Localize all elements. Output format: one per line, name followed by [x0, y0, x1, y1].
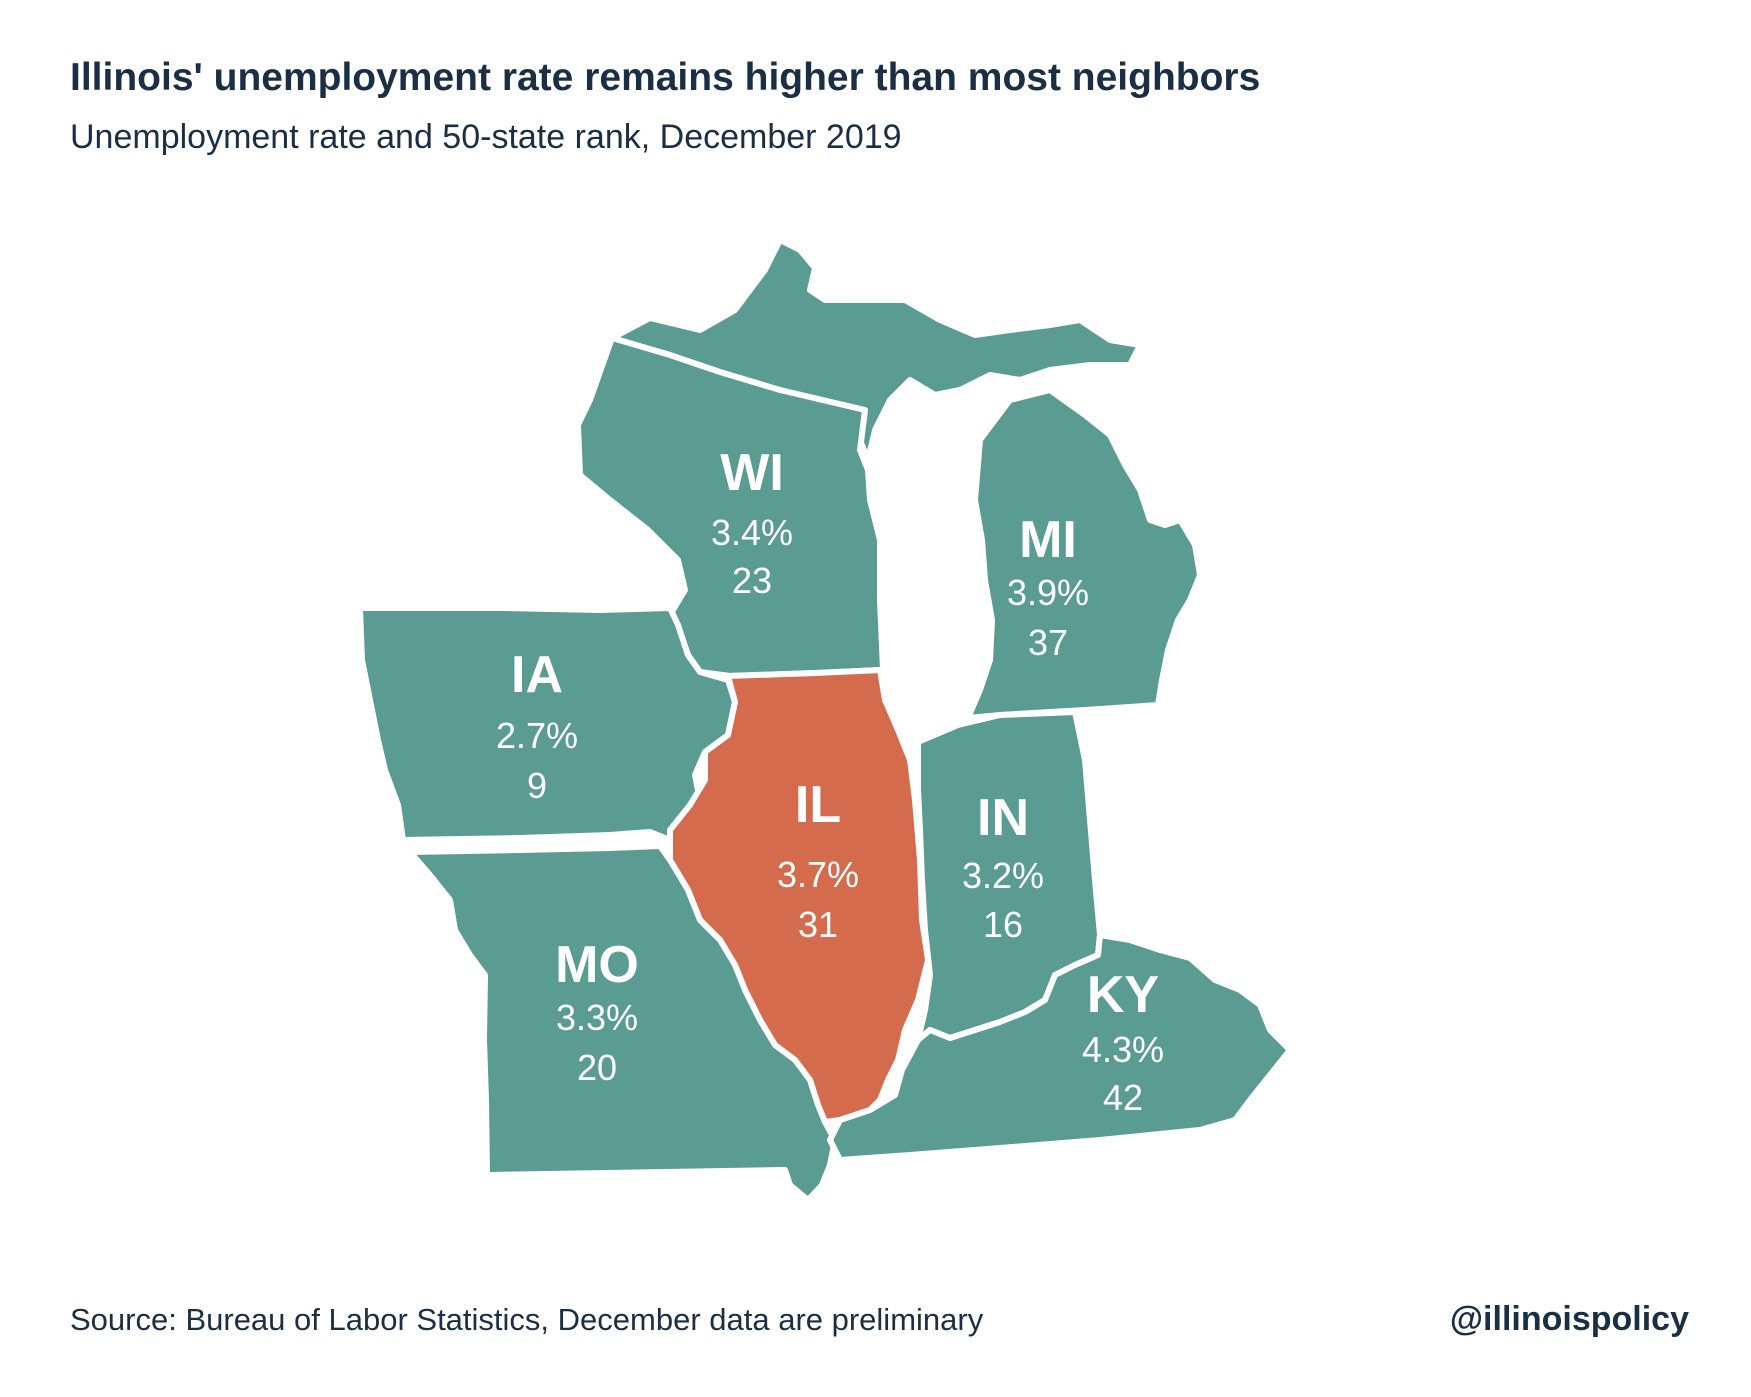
label-in: IN 3.2% 16: [962, 789, 1044, 945]
state-shape-mo: [407, 843, 838, 1203]
state-abbr: IL: [795, 776, 841, 834]
state-rate: 2.7%: [496, 715, 578, 756]
state-rank: 23: [732, 560, 772, 601]
label-ky: KY 4.3% 42: [1082, 966, 1164, 1118]
state-rate: 3.7%: [777, 854, 859, 895]
state-shape-ky: [827, 932, 1293, 1163]
state-abbr: IN: [977, 789, 1029, 847]
label-ia: IA 2.7% 9: [496, 646, 578, 806]
state-abbr: KY: [1087, 966, 1159, 1024]
chart-title: Illinois' unemployment rate remains high…: [70, 56, 1261, 99]
label-il: IL 3.7% 31: [777, 776, 859, 945]
state-shape-mi: [965, 387, 1203, 721]
state-rate: 3.9%: [1007, 572, 1089, 613]
state-rank: 37: [1028, 622, 1068, 663]
label-mi: MI 3.9% 37: [1007, 511, 1089, 663]
state-abbr: WI: [720, 444, 784, 502]
state-rank: 42: [1103, 1077, 1143, 1118]
label-mo: MO 3.3% 20: [555, 936, 639, 1088]
label-wi: WI 3.4% 23: [711, 444, 793, 601]
state-rate: 3.2%: [962, 855, 1044, 896]
state-rate: 3.4%: [711, 512, 793, 553]
state-rank: 9: [527, 765, 547, 806]
state-rank: 16: [983, 904, 1023, 945]
state-rate: 4.3%: [1082, 1029, 1164, 1070]
state-abbr: MO: [555, 936, 639, 994]
state-abbr: IA: [511, 646, 563, 704]
state-rate: 3.3%: [556, 997, 638, 1038]
state-abbr: MI: [1019, 511, 1077, 569]
source-note: Source: Bureau of Labor Statistics, Dece…: [70, 1302, 984, 1337]
state-rank: 31: [798, 904, 838, 945]
state-rank: 20: [577, 1047, 617, 1088]
social-handle: @illinoispolicy: [1449, 1300, 1689, 1338]
chart-subtitle: Unemployment rate and 50-state rank, Dec…: [70, 118, 902, 156]
